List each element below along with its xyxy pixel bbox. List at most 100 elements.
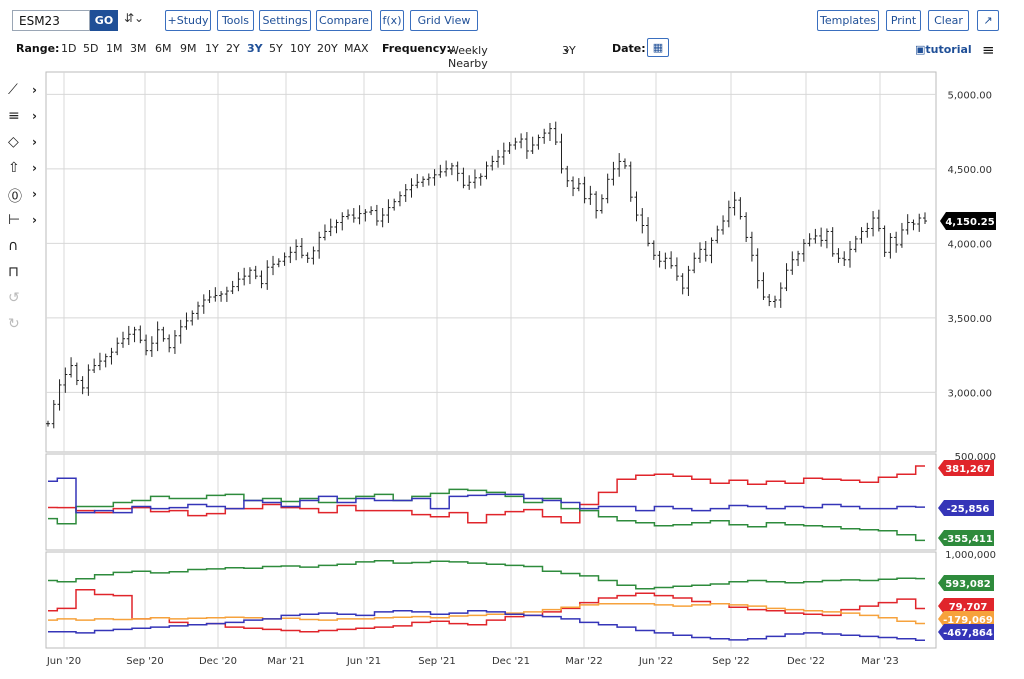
x-tick-label: Dec '22	[787, 656, 825, 667]
chevron-down-icon: ⌄	[562, 42, 572, 55]
range-2y[interactable]: 2Y	[226, 42, 240, 55]
expand-icon: ↗	[983, 14, 993, 27]
arrow-tool-icon: ⇧	[8, 160, 20, 176]
frequency-value: Weekly Nearby	[448, 44, 488, 70]
arrow-tool-button[interactable]: ⇧ ›	[8, 160, 42, 180]
text-tool-button[interactable]: ⓪ ›	[8, 186, 42, 206]
print-button[interactable]: Print	[886, 10, 921, 31]
lock-button[interactable]: ⊓	[8, 264, 42, 284]
series-value-label: 593,082	[945, 579, 991, 590]
indicator-y-tick-label: 1,000,000	[945, 550, 996, 561]
series-value-label: 381,267	[945, 464, 991, 475]
range-max[interactable]: MAX	[344, 42, 369, 55]
redo-button[interactable]: ↻	[8, 316, 42, 336]
price-y-tick-label: 3,000.00	[947, 388, 992, 399]
tools-button[interactable]: Tools	[217, 10, 254, 31]
series-value-label: -467,864	[943, 628, 993, 639]
x-tick-label: Mar '21	[267, 656, 305, 667]
fib-tool-button[interactable]: ≡ ›	[8, 108, 42, 128]
range-1y[interactable]: 1Y	[205, 42, 219, 55]
series-value-badge	[938, 500, 994, 516]
series-value-badge	[938, 598, 994, 614]
clear-button[interactable]: Clear	[928, 10, 969, 31]
last-price-label: 4,150.25	[945, 217, 994, 228]
range-3y[interactable]: 3Y	[247, 42, 263, 55]
indicator-series-line	[48, 488, 925, 542]
expand-button[interactable]: ↗	[977, 10, 999, 31]
go-button[interactable]: GO	[90, 10, 118, 31]
range-20y[interactable]: 20Y	[317, 42, 338, 55]
chevron-down-icon: ⌄	[448, 42, 458, 55]
price-y-tick-label: 3,500.00	[947, 314, 992, 325]
frequency-label: Frequency:	[382, 42, 451, 55]
x-tick-label: Sep '22	[712, 656, 750, 667]
symbol-input[interactable]	[12, 10, 90, 31]
tutorial-label: tutorial	[925, 43, 972, 56]
x-tick-label: Jun '20	[46, 656, 81, 667]
text-tool-icon: ⓪	[8, 189, 22, 205]
series-value-badge	[938, 624, 994, 640]
range-5d[interactable]: 5D	[83, 42, 99, 55]
series-value-badge	[938, 530, 994, 546]
frequency-select[interactable]: Weekly Nearby ⌄	[448, 42, 488, 70]
undo-icon: ↺	[8, 290, 20, 306]
chevron-right-icon: ›	[32, 187, 37, 201]
x-tick-label: Mar '23	[861, 656, 899, 667]
fx-button[interactable]: f(x)	[380, 10, 404, 31]
fib-tool-icon: ≡	[8, 108, 20, 124]
undo-button[interactable]: ↺	[8, 290, 42, 310]
calendar-icon: ▦	[652, 41, 664, 54]
magnet-button[interactable]: ∩	[8, 238, 42, 258]
range-1d[interactable]: 1D	[61, 42, 77, 55]
series-value-label: -179,069	[943, 615, 993, 626]
add-study-button[interactable]: +Study	[165, 10, 211, 31]
x-tick-label: Mar '22	[565, 656, 603, 667]
lock-icon: ⊓	[8, 264, 19, 280]
indicator-series-line	[48, 610, 925, 642]
series-value-badge	[938, 575, 994, 591]
line-tool-button[interactable]: ⟋ ›	[8, 82, 42, 102]
symbol-menu-button[interactable]: ⇵⌄	[124, 11, 145, 25]
calendar-button[interactable]: ▦	[647, 38, 669, 57]
range-label: Range:	[16, 42, 60, 55]
tutorial-link[interactable]: ▣tutorial	[915, 43, 972, 56]
indicator-series-line	[48, 477, 925, 514]
last-price-badge	[940, 212, 996, 231]
measure-tool-icon: ⊢	[8, 212, 21, 228]
range-3m[interactable]: 3M	[130, 42, 147, 55]
chevron-right-icon: ›	[32, 135, 37, 149]
period-select[interactable]: 3Y ⌄	[562, 42, 576, 57]
series-value-badge	[938, 611, 994, 627]
x-tick-label: Sep '21	[418, 656, 456, 667]
settings-button[interactable]: Settings	[259, 10, 311, 31]
templates-button[interactable]: Templates	[817, 10, 879, 31]
bottom-panel-frame	[45, 551, 937, 649]
date-label: Date:	[612, 42, 646, 55]
shape-tool-button[interactable]: ◇ ›	[8, 134, 42, 154]
x-tick-label: Jun '22	[638, 656, 673, 667]
indicator-series-line	[48, 603, 925, 625]
range-6m[interactable]: 6M	[155, 42, 172, 55]
price-panel-frame	[45, 71, 937, 453]
redo-icon: ↻	[8, 316, 20, 332]
line-tool-icon: ⟋	[8, 82, 18, 98]
measure-tool-button[interactable]: ⊢ ›	[8, 212, 42, 232]
range-9m[interactable]: 9M	[180, 42, 197, 55]
price-y-tick-label: 4,000.00	[947, 239, 992, 250]
compare-button[interactable]: Compare	[316, 10, 372, 31]
grid-view-button[interactable]: Grid View	[410, 10, 478, 31]
range-10y[interactable]: 10Y	[290, 42, 311, 55]
series-value-label: -355,411	[943, 534, 993, 545]
series-value-badge	[938, 460, 994, 476]
range-1m[interactable]: 1M	[106, 42, 123, 55]
x-tick-label: Sep '20	[126, 656, 164, 667]
period-value: 3Y	[562, 44, 576, 57]
indicator-series-line	[48, 559, 925, 590]
chevron-right-icon: ›	[32, 83, 37, 97]
price-y-tick-label: 4,500.00	[947, 165, 992, 176]
price-y-tick-label: 5,000.00	[947, 90, 992, 101]
indicator-series-line	[48, 465, 925, 524]
hamburger-menu-icon[interactable]: ≡	[982, 41, 995, 59]
range-5y[interactable]: 5Y	[269, 42, 283, 55]
